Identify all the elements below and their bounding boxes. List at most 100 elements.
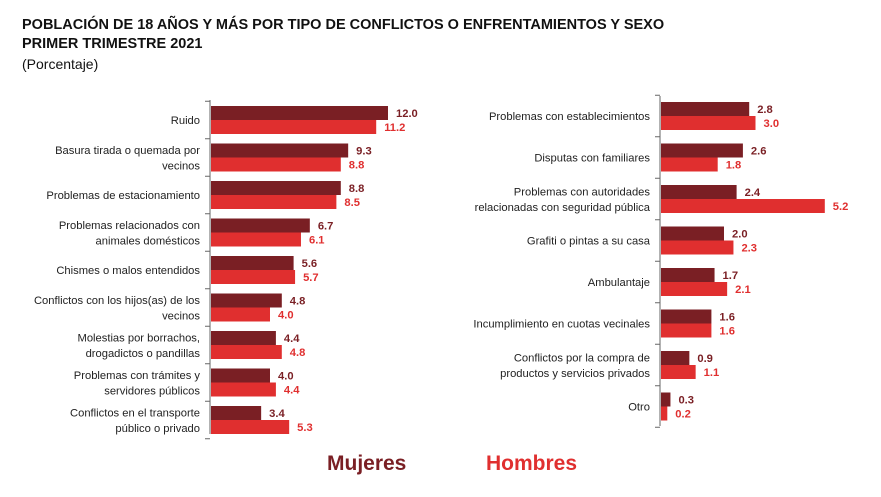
left-value-label-mujeres: 8.8 [349, 183, 365, 195]
right-category-label: Ambulantaje [588, 277, 650, 289]
left-value-label-mujeres: 4.4 [284, 333, 300, 345]
title-line-1: POBLACIÓN DE 18 AÑOS Y MÁS POR TIPO DE C… [22, 17, 665, 33]
left-value-label-hombres: 8.8 [349, 160, 365, 172]
right-bar-mujeres [661, 392, 671, 407]
right-bar-mujeres [661, 102, 750, 116]
left-bar-hombres [211, 120, 377, 134]
legend-mujeres: Mujeres [327, 452, 407, 475]
left-bar-mujeres [211, 256, 294, 270]
right-value-label-hombres: 1.1 [704, 367, 720, 379]
right-bar-hombres [661, 240, 734, 255]
right-value-label-hombres: 2.1 [735, 284, 751, 296]
right-category-label: Grafiti o pintas a su casa [527, 236, 651, 248]
right-value-label-hombres: 1.8 [726, 160, 742, 172]
right-category-label: Incumplimiento en cuotas vecinales [473, 319, 650, 331]
left-bar-hombres [211, 157, 341, 172]
right-category-label: relacionadas con seguridad pública [475, 202, 651, 214]
right-bar-hombres [661, 365, 696, 379]
right-value-label-mujeres: 2.6 [751, 146, 767, 158]
left-bar-mujeres [211, 143, 349, 158]
left-value-label-mujeres: 3.4 [269, 408, 285, 420]
left-bar-mujeres [211, 406, 262, 420]
right-value-label-hombres: 0.2 [675, 409, 691, 421]
left-bar-hombres [211, 270, 296, 284]
right-category-label: Problemas con autoridades [514, 186, 651, 198]
left-bar-hombres [211, 195, 337, 209]
right-category-label: Problemas con establecimientos [489, 111, 650, 123]
right-bar-mujeres [661, 268, 715, 282]
right-value-label-hombres: 1.6 [719, 326, 735, 338]
left-category-label: Molestias por borrachos, [78, 332, 201, 344]
right-value-label-mujeres: 0.3 [678, 395, 694, 407]
left-category-label: público o privado [115, 423, 200, 435]
left-bar-mujeres [211, 331, 276, 345]
left-category-label: Conflictos con los hijos(as) de los [34, 295, 200, 307]
left-bar-hombres [211, 420, 290, 434]
right-category-label: Conflictos por la compra de [514, 352, 650, 364]
left-value-label-mujeres: 9.3 [356, 146, 372, 158]
left-category-label: Problemas de estacionamiento [46, 190, 200, 202]
left-category-label: Chismes o malos entendidos [56, 265, 200, 277]
right-category-label: Otro [628, 402, 650, 414]
left-value-label-hombres: 4.4 [284, 385, 300, 397]
left-category-label: Basura tirada o quemada por [55, 145, 200, 157]
right-value-label-mujeres: 2.8 [757, 104, 773, 116]
left-category-label: Conflictos en el transporte [70, 407, 200, 419]
left-bar-hombres [211, 307, 270, 322]
left-value-label-mujeres: 6.7 [318, 221, 334, 233]
right-bar-mujeres [661, 351, 690, 365]
left-bar-hombres [211, 382, 276, 397]
right-value-label-hombres: 3.0 [764, 118, 780, 130]
left-value-label-hombres: 8.5 [344, 197, 360, 209]
left-category-label: Problemas relacionados con [59, 220, 200, 232]
right-bar-hombres [661, 406, 668, 421]
right-bar-hombres [661, 199, 825, 213]
left-value-label-mujeres: 4.8 [290, 296, 306, 308]
right-value-label-hombres: 2.3 [741, 243, 757, 255]
left-bar-mujeres [211, 293, 282, 308]
left-bar-mujeres [211, 368, 270, 383]
right-bar-mujeres [661, 309, 712, 324]
left-bar-hombres [211, 345, 282, 359]
left-category-label: servidores públicos [104, 385, 200, 397]
left-value-label-hombres: 4.8 [290, 347, 306, 359]
left-value-label-mujeres: 5.6 [302, 258, 318, 270]
left-bar-mujeres [211, 106, 388, 120]
right-bar-mujeres [661, 226, 724, 241]
left-bar-hombres [211, 232, 301, 247]
left-value-label-mujeres: 4.0 [278, 371, 294, 383]
right-bar-hombres [661, 282, 728, 296]
right-value-label-hombres: 5.2 [833, 201, 849, 213]
left-category-label: vecinos [162, 160, 200, 172]
right-bar-mujeres [661, 185, 737, 199]
right-bar-hombres [661, 116, 756, 130]
right-bar-hombres [661, 323, 712, 338]
right-value-label-mujeres: 1.7 [723, 270, 739, 282]
left-value-label-mujeres: 12.0 [396, 108, 418, 120]
legend-hombres: Hombres [486, 452, 578, 475]
left-category-label: vecinos [162, 310, 200, 322]
title-line-2: PRIMER TRIMESTRE 2021 [22, 36, 203, 52]
chart-title: POBLACIÓN DE 18 AÑOS Y MÁS POR TIPO DE C… [22, 16, 664, 54]
right-value-label-mujeres: 0.9 [697, 353, 713, 365]
right-bar-mujeres [661, 143, 743, 158]
chart-subtitle: (Porcentaje) [22, 56, 99, 72]
left-value-label-hombres: 5.3 [297, 422, 313, 434]
left-value-label-hombres: 4.0 [278, 310, 294, 322]
left-category-label: drogadictos o pandillas [86, 348, 201, 360]
right-category-label: Disputas con familiares [534, 153, 650, 165]
left-category-label: Ruido [171, 115, 200, 127]
left-value-label-hombres: 11.2 [384, 122, 405, 134]
right-value-label-mujeres: 2.4 [745, 187, 761, 199]
left-value-label-hombres: 6.1 [309, 235, 325, 247]
left-bar-mujeres [211, 218, 310, 233]
right-category-label: productos y servicios privados [500, 368, 650, 380]
right-value-label-mujeres: 1.6 [719, 312, 735, 324]
left-bar-mujeres [211, 181, 341, 195]
right-bar-hombres [661, 157, 718, 172]
left-category-label: animales domésticos [96, 235, 201, 247]
right-value-label-mujeres: 2.0 [732, 229, 748, 241]
left-category-label: Problemas con trámites y [74, 370, 201, 382]
left-value-label-hombres: 5.7 [303, 272, 319, 284]
